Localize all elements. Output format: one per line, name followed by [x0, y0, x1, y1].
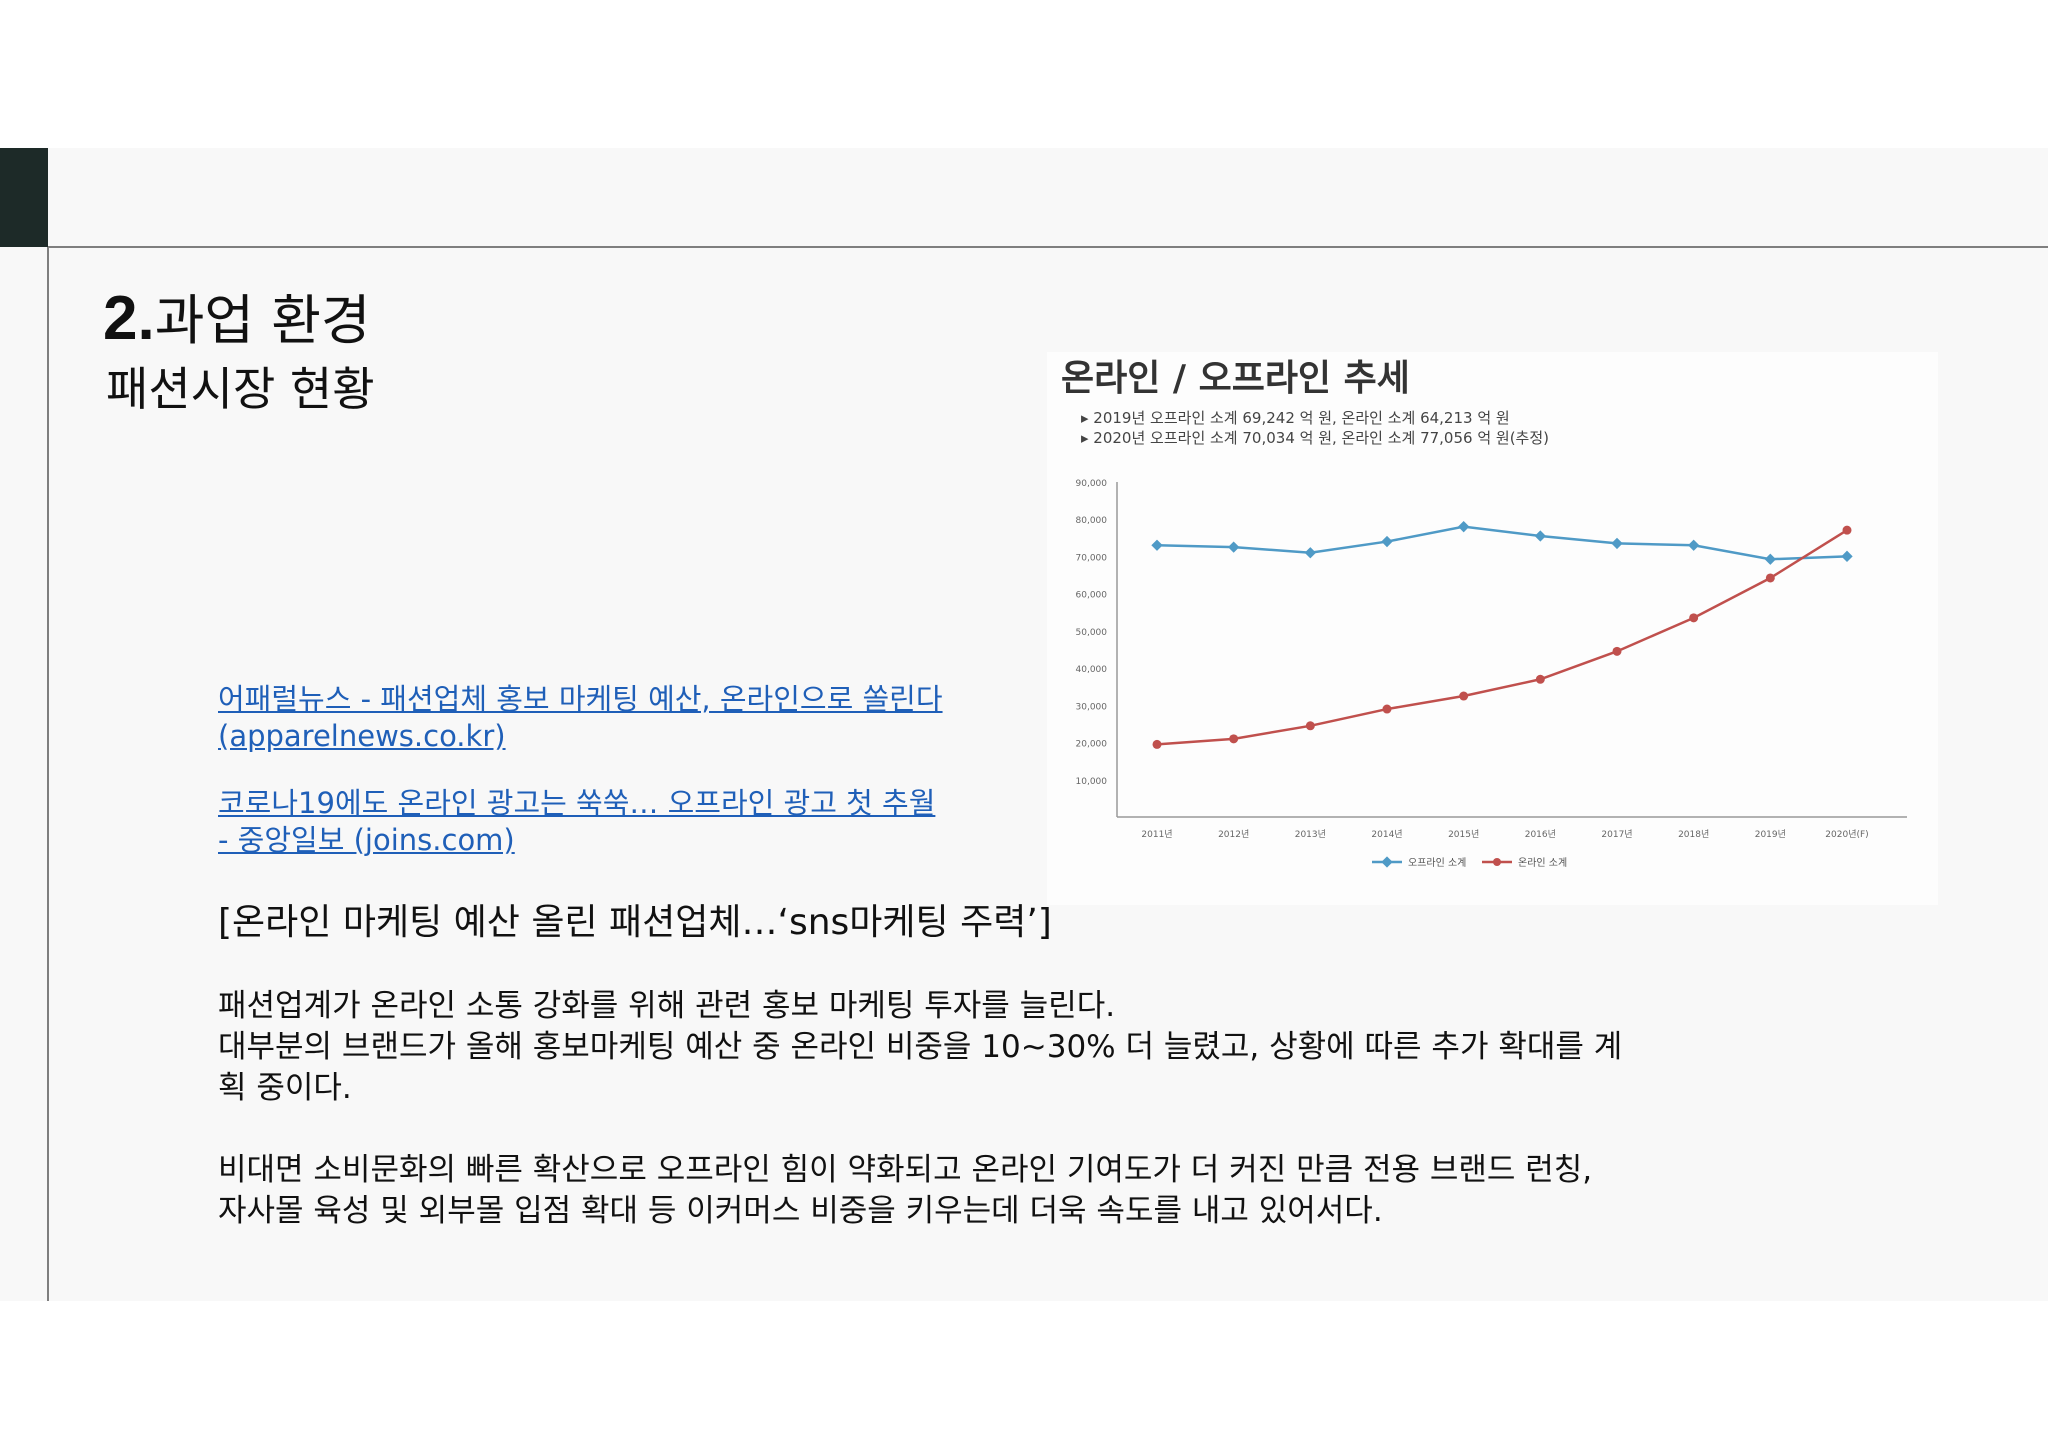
data-point — [1382, 704, 1392, 714]
x-tick-label: 2018년 — [1678, 829, 1709, 840]
apparelnews-link[interactable]: 어패럴뉴스 - 패션업체 홍보 마케팅 예산, 온라인으로 쏠린다 (appar… — [218, 681, 1038, 755]
link-line: 어패럴뉴스 - 패션업체 홍보 마케팅 예산, 온라인으로 쏠린다 — [218, 682, 943, 716]
legend-marker — [1381, 856, 1393, 868]
page-title: 2.과업 환경 — [103, 282, 371, 356]
series-line — [1156, 529, 1848, 746]
chart-note: ▸ 2020년 오프라인 소계 70,034 억 원, 온라인 소계 77,05… — [1081, 429, 1549, 447]
left-divider — [47, 247, 49, 1301]
data-point — [1534, 530, 1546, 542]
title-number: 2. — [103, 284, 155, 353]
y-tick-label: 30,000 — [1076, 702, 1108, 712]
x-tick-label: 2011년 — [1141, 829, 1172, 840]
data-point — [1764, 553, 1776, 565]
y-tick-label: 70,000 — [1076, 553, 1108, 563]
data-point — [1459, 691, 1469, 701]
paragraph-gap — [218, 1109, 1878, 1150]
chart-note: ▸ 2019년 오프라인 소계 69,242 억 원, 온라인 소계 64,21… — [1081, 409, 1510, 427]
y-tick-label: 50,000 — [1076, 628, 1108, 638]
header-divider — [48, 246, 2048, 248]
data-point — [1228, 541, 1240, 553]
chart-axes — [1116, 482, 1907, 818]
x-tick-label: 2017년 — [1601, 829, 1632, 840]
x-tick-label: 2019년 — [1755, 829, 1786, 840]
slide: 2.과업 환경 패션시장 현황 어패럴뉴스 - 패션업체 홍보 마케팅 예산, … — [0, 148, 2048, 1301]
data-point — [1688, 539, 1700, 551]
legend-label: 온라인 소계 — [1518, 857, 1567, 869]
series-line — [1156, 525, 1848, 561]
data-point — [1535, 674, 1545, 684]
title-text: 과업 환경 — [154, 289, 371, 352]
data-point — [1612, 646, 1622, 656]
data-point — [1458, 521, 1470, 533]
joongang-link[interactable]: 코로나19에도 온라인 광고는 쑥쑥… 오프라인 광고 첫 추월 - 중앙일보 … — [218, 785, 1038, 859]
data-point — [1152, 739, 1162, 749]
x-tick-label: 2016년 — [1525, 829, 1556, 840]
y-tick-labels: 10,000 20,000 30,000 40,000 50,000 60,000 70,0… — [1076, 479, 1108, 787]
y-tick-label: 10,000 — [1076, 777, 1108, 787]
chart-title: 온라인 / 오프라인 추세 — [1061, 358, 1410, 399]
data-point — [1611, 537, 1623, 550]
body-line: 비대면 소비문화의 빠른 확산으로 오프라인 힘이 약화되고 온라인 기여도가 … — [218, 1152, 1593, 1188]
link-line: 코로나19에도 온라인 광고는 쑥쑥… 오프라인 광고 첫 추월 — [218, 786, 936, 820]
link-line: - 중앙일보 (joins.com) — [218, 823, 515, 857]
body-line: 획 중이다. — [218, 1070, 352, 1106]
link-line: (apparelnews.co.kr) — [218, 719, 506, 753]
legend-label: 오프라인 소계 — [1408, 857, 1466, 869]
y-tick-label: 90,000 — [1076, 479, 1108, 489]
data-point — [1689, 613, 1699, 623]
page-subtitle: 패션시장 현황 — [106, 362, 375, 416]
article-headline: [온라인 마케팅 예산 올린 패션업체…‘sns마케팅 주력’] — [218, 902, 1052, 943]
trend-chart: 온라인 / 오프라인 추세 ▸ 2019년 오프라인 소계 69,242 억 원… — [1047, 352, 1938, 905]
body-text: 패션업계가 온라인 소통 강화를 위해 관련 홍보 마케팅 투자를 늘린다. 대… — [218, 986, 1878, 1232]
chart-legend: 오프라인 소계 온라인 소계 — [1372, 856, 1567, 869]
x-tick-label: 2015년 — [1448, 829, 1479, 840]
data-point — [1229, 734, 1239, 744]
x-tick-label: 2012년 — [1218, 829, 1249, 840]
accent-block — [0, 148, 48, 247]
y-tick-label: 20,000 — [1076, 740, 1108, 750]
body-line: 자사몰 육성 및 외부몰 입점 확대 등 이커머스 비중을 키우는데 더욱 속도… — [218, 1193, 1383, 1229]
trend-chart-svg: 온라인 / 오프라인 추세 ▸ 2019년 오프라인 소계 69,242 억 원… — [1061, 358, 1907, 869]
y-tick-label: 40,000 — [1076, 665, 1108, 675]
data-point — [1151, 539, 1163, 551]
series-layer — [1151, 521, 1853, 749]
data-point — [1304, 547, 1316, 559]
data-point — [1842, 525, 1852, 535]
data-point — [1841, 550, 1853, 562]
y-tick-label: 60,000 — [1076, 591, 1108, 601]
body-line: 대부분의 브랜드가 올해 홍보마케팅 예산 중 온라인 비중을 10~30% 더… — [218, 1029, 1623, 1065]
x-tick-label: 2014년 — [1371, 829, 1402, 840]
body-line: 패션업계가 온라인 소통 강화를 위해 관련 홍보 마케팅 투자를 늘린다. — [218, 988, 1116, 1024]
x-tick-label: 2013년 — [1295, 829, 1326, 840]
y-tick-label: 80,000 — [1076, 516, 1108, 526]
data-point — [1305, 721, 1315, 731]
data-point — [1765, 573, 1775, 583]
x-tick-labels: 2011년 2012년 2013년 2014년 2015년 2016년 2017년 2018년… — [1141, 829, 1868, 840]
legend-marker — [1493, 858, 1501, 866]
x-tick-label: 2020년(F) — [1825, 829, 1868, 840]
data-point — [1381, 535, 1393, 548]
